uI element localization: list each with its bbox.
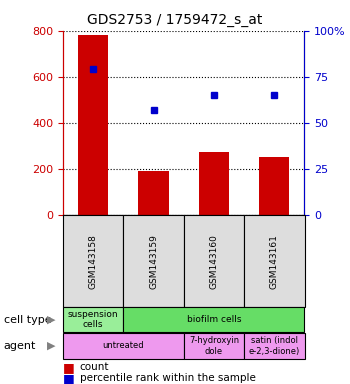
Bar bbox=[199, 152, 229, 215]
Text: 7-hydroxyin
dole: 7-hydroxyin dole bbox=[189, 336, 239, 356]
Bar bbox=[259, 157, 289, 215]
Text: ■: ■ bbox=[63, 361, 75, 374]
Text: GSM143158: GSM143158 bbox=[89, 234, 98, 288]
Text: ▶: ▶ bbox=[47, 341, 55, 351]
Text: GSM143160: GSM143160 bbox=[209, 234, 218, 288]
Bar bbox=[139, 171, 169, 215]
Text: satin (indol
e-2,3-dione): satin (indol e-2,3-dione) bbox=[249, 336, 300, 356]
Text: ▶: ▶ bbox=[47, 314, 55, 325]
Text: ■: ■ bbox=[63, 372, 75, 384]
Text: biofilm cells: biofilm cells bbox=[187, 315, 241, 324]
Text: count: count bbox=[80, 362, 109, 372]
Bar bbox=[78, 35, 108, 215]
Text: untreated: untreated bbox=[103, 341, 144, 351]
Text: agent: agent bbox=[4, 341, 36, 351]
Text: GSM143159: GSM143159 bbox=[149, 234, 158, 288]
Text: suspension
cells: suspension cells bbox=[68, 310, 119, 329]
Text: percentile rank within the sample: percentile rank within the sample bbox=[80, 373, 256, 383]
Text: GSM143161: GSM143161 bbox=[270, 234, 279, 288]
Text: cell type: cell type bbox=[4, 314, 51, 325]
Text: GDS2753 / 1759472_s_at: GDS2753 / 1759472_s_at bbox=[87, 13, 263, 27]
